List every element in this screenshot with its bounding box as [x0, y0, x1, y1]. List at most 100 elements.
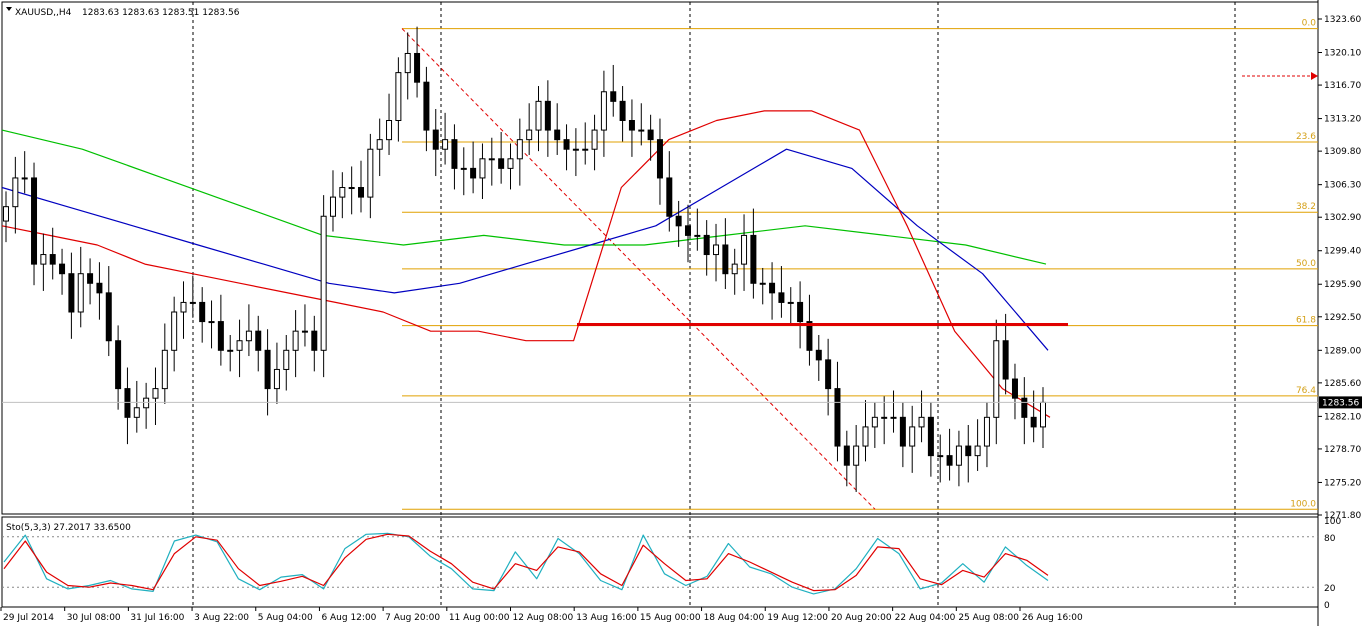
candle-body	[881, 416, 888, 419]
price-tick-label: 1295.90	[1324, 280, 1361, 290]
ma-fast-line	[1, 110, 1051, 418]
stochastic-signal-line	[3, 533, 1049, 592]
candle-body	[367, 148, 374, 198]
fib-trend-line	[401, 28, 876, 510]
candle-body	[507, 158, 514, 169]
candle-body	[348, 187, 355, 190]
price-tick-label: 1292.50	[1324, 313, 1361, 323]
candle-body	[993, 340, 1000, 418]
candle-body	[199, 301, 206, 323]
candle-body	[909, 426, 916, 447]
time-tick-label: 19 Aug 12:00	[767, 613, 828, 623]
price-tick-label: 1309.80	[1324, 147, 1361, 157]
candle-body	[582, 148, 589, 151]
fib-level-label: 50.0	[1296, 259, 1316, 269]
candle-body	[759, 282, 766, 285]
candle-body	[217, 321, 224, 351]
time-tick-label: 13 Aug 16:00	[576, 613, 637, 623]
candle-body	[955, 445, 962, 466]
time-tick-label: 5 Aug 04:00	[258, 613, 313, 623]
candle-body	[320, 215, 327, 351]
symbol-label: XAUUSD,,H4	[15, 8, 72, 18]
stochastic-main-line	[3, 532, 1049, 595]
candle-body	[40, 254, 47, 265]
candle-body	[227, 349, 234, 352]
candle-body	[927, 416, 934, 457]
price-tick-label: 1278.70	[1324, 445, 1361, 455]
candle-body	[442, 139, 449, 150]
candle-body	[983, 416, 990, 447]
candle-body	[1040, 401, 1046, 428]
candle-body	[329, 196, 336, 217]
candle-body	[161, 349, 168, 390]
time-tick-label: 20 Aug 20:00	[831, 613, 892, 623]
candle-body	[1030, 416, 1037, 428]
oscillator-scale-label: 80	[1324, 534, 1336, 544]
candle-body	[974, 445, 981, 457]
candle-body	[899, 416, 906, 447]
time-tick-label: 3 Aug 22:00	[194, 613, 249, 623]
candle-body	[404, 52, 411, 74]
candle-body	[572, 148, 579, 151]
price-tick-label: 1299.40	[1324, 247, 1361, 257]
fib-level-label: 76.4	[1296, 386, 1316, 396]
candle-body	[143, 397, 150, 409]
candle-body	[638, 129, 645, 132]
candle-body	[339, 187, 346, 198]
time-tick-label: 22 Aug 04:00	[895, 613, 956, 623]
price-tick-label: 1306.30	[1324, 181, 1361, 191]
candle-body	[853, 445, 860, 466]
candle-body	[937, 455, 944, 458]
candle-body	[619, 100, 626, 121]
candle-body	[591, 129, 598, 150]
price-tick-label: 1271.80	[1324, 511, 1361, 521]
candle-body	[713, 244, 720, 256]
candle-body	[292, 330, 299, 351]
candle-body	[965, 445, 972, 457]
candle-body	[628, 119, 635, 131]
time-tick-label: 11 Aug 00:00	[449, 613, 510, 623]
current-price-badge	[1319, 396, 1362, 409]
candle-body	[741, 234, 748, 265]
time-tick-label: 26 Aug 16:00	[1022, 613, 1083, 623]
candle-body	[311, 330, 318, 351]
candle-body	[1011, 378, 1018, 399]
price-tick-label: 1275.20	[1324, 478, 1361, 488]
candle-body	[890, 416, 897, 419]
oscillator-scale-label: 0	[1324, 601, 1330, 611]
candle-body	[87, 273, 94, 284]
candle-body	[797, 301, 804, 323]
candle-body	[1021, 397, 1028, 418]
candle-body	[554, 129, 561, 141]
price-tick-label: 1285.60	[1324, 379, 1361, 389]
candle-body	[3, 206, 9, 222]
chevron-down-icon	[6, 7, 12, 11]
price-tick-label: 1302.90	[1324, 213, 1361, 223]
fib-level-label: 23.6	[1296, 132, 1316, 142]
candle-body	[451, 139, 458, 169]
candle-body	[563, 139, 570, 150]
candle-body	[189, 301, 196, 304]
current-price-label: 1283.56	[1322, 398, 1359, 408]
candle-body	[283, 349, 290, 370]
candle-body	[264, 349, 271, 390]
candle-body	[376, 139, 383, 150]
candle-body	[666, 177, 673, 217]
candle-body	[1002, 340, 1009, 380]
candle-body	[152, 388, 159, 399]
candle-body	[96, 282, 103, 294]
candle-body	[731, 263, 738, 275]
price-tick-label: 1316.70	[1324, 81, 1361, 91]
candle-body	[171, 311, 178, 351]
candle-body	[31, 177, 38, 265]
candle-body	[470, 167, 477, 179]
candle-body	[21, 177, 28, 180]
candle-body	[180, 301, 187, 313]
candle-body	[918, 416, 925, 428]
time-tick-label: 12 Aug 08:00	[513, 613, 574, 623]
candle-body	[414, 52, 421, 83]
candle-body	[479, 158, 486, 179]
candle-body	[423, 81, 430, 131]
candle-body	[59, 263, 66, 275]
